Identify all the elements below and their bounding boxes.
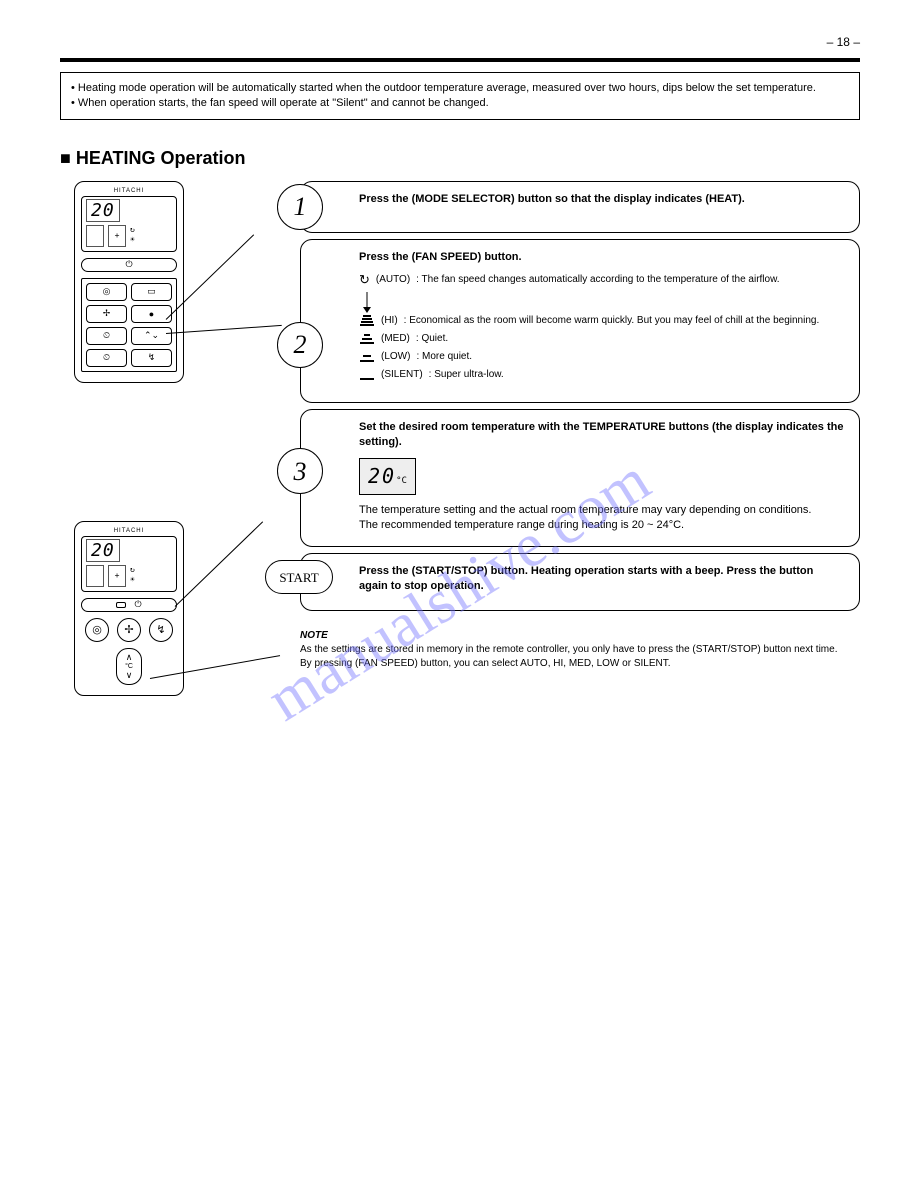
sun-icon: ☀ [130, 235, 135, 245]
step-2-box: 2 Press the (FAN SPEED) button. ↻ (AUTO)… [300, 239, 860, 403]
fan-auto-row: ↻ (AUTO) : The fan speed changes automat… [359, 271, 845, 289]
lcd-side-icons: ↻ ☀ [130, 225, 135, 247]
temperature-rocker[interactable]: ∧ °C ∨ [116, 648, 142, 685]
swing-button[interactable]: ↯ [131, 349, 172, 367]
fan-low-icon [359, 350, 375, 364]
fan-low-row: (LOW) : More quiet. [359, 350, 845, 364]
step-3-lcd-sample: 20°C [359, 458, 416, 495]
note-text: As the settings are stored in memory in … [300, 643, 860, 657]
timer-on-button[interactable]: ⏲ [86, 327, 127, 345]
sample-lcd-temp: 20 [368, 464, 396, 488]
step-start-circle: START [265, 560, 333, 594]
mode-button[interactable]: ◎ [86, 283, 127, 301]
main-diagram-area: HITACHI 20 + ↻ ☀ ⏻ ◎ ▭ ✢ ● ⏲ ⌃⌄ [60, 181, 860, 881]
lcd-temp-readout-2: 20 [86, 539, 120, 562]
fan-button[interactable]: ✢ [86, 305, 127, 323]
eco-button[interactable]: ▭ [131, 283, 172, 301]
step-1-box: 1 Press the (MODE SELECTOR) button so th… [300, 181, 860, 233]
sun-icon-2: ☀ [130, 575, 135, 585]
header-rule [60, 58, 860, 62]
lcd-indicator-plus: + [108, 225, 126, 247]
notice-line-2: • When operation starts, the fan speed w… [71, 96, 849, 111]
arrow-down-icon [361, 292, 373, 314]
step-3-p2: The recommended temperature range during… [359, 518, 845, 533]
step-1-circle: 1 [277, 184, 323, 230]
fan-low-label: (LOW) [381, 350, 410, 364]
fan-med-text: : Quiet. [416, 332, 448, 346]
step-1-title: Press the (MODE SELECTOR) button so that… [359, 192, 845, 207]
cycle-icon: ↻ [130, 225, 135, 235]
notice-box: • Heating mode operation will be automat… [60, 72, 860, 120]
temp-down-icon: ∨ [126, 670, 133, 681]
fan-silent-icon [359, 368, 375, 382]
cycle-icon-2: ↻ [130, 565, 135, 575]
lcd-side-icons-2: ↻ ☀ [130, 565, 135, 587]
fan-speed-list: ↻ (AUTO) : The fan speed changes automat… [359, 271, 845, 383]
step-3-p1: The temperature setting and the actual r… [359, 503, 845, 518]
circle-buttons-row: ◎ ✢ ↯ [81, 618, 177, 642]
remote-brand: HITACHI [81, 188, 177, 194]
fan-silent-label: (SILENT) [381, 368, 423, 382]
fan-circle-button[interactable]: ✢ [117, 618, 141, 642]
remote-illustration-closed: HITACHI 20 + ↻ ☀ ⏻ ◎ ✢ ↯ [74, 521, 184, 696]
fan-hi-row: (HI) : Economical as the room will becom… [359, 314, 845, 328]
step-3-circle: 3 [277, 448, 323, 494]
step-3-box: 3 Set the desired room temperature with … [300, 409, 860, 547]
sample-lcd-unit: °C [396, 476, 407, 486]
fan-med-row: (MED) : Quiet. [359, 332, 845, 346]
mode-circle-button[interactable]: ◎ [85, 618, 109, 642]
leader-line-3 [175, 521, 263, 606]
lcd-indicator-plusb: + [108, 565, 126, 587]
fan-med-label: (MED) [381, 332, 410, 346]
remote-lcd-2: 20 + ↻ ☀ [81, 536, 177, 592]
notice-line-1: • Heating mode operation will be automat… [71, 81, 849, 96]
fan-auto-text: : The fan speed changes automatically ac… [416, 273, 779, 287]
power-icon: ⏻ [134, 599, 141, 610]
lcd-indicator-1b [86, 565, 104, 587]
start-stop-button-2[interactable]: ⏻ [81, 598, 177, 612]
temp-up-icon: ∧ [126, 652, 133, 663]
note-head: NOTE [300, 630, 328, 641]
step-2-title: Press the (FAN SPEED) button. [359, 250, 845, 265]
ir-window-icon [116, 602, 126, 608]
fan-hi-label: (HI) [381, 314, 398, 328]
fan-hi-icon [359, 314, 375, 328]
remote-brand-2: HITACHI [81, 528, 177, 534]
note-block: NOTE As the settings are stored in memor… [300, 629, 860, 671]
step-start-box: START Press the (START/STOP) button. Hea… [300, 553, 860, 611]
fan-silent-text: : Super ultra-low. [429, 368, 504, 382]
fan-med-icon [359, 332, 375, 346]
steps-column: 1 Press the (MODE SELECTOR) button so th… [300, 181, 860, 672]
fan-silent-row: (SILENT) : Super ultra-low. [359, 368, 845, 382]
remote-illustration-open: HITACHI 20 + ↻ ☀ ⏻ ◎ ▭ ✢ ● ⏲ ⌃⌄ [74, 181, 184, 383]
page-root: – 18 – • Heating mode operation will be … [60, 40, 860, 881]
note-fan-tip: By pressing (FAN SPEED) button, you can … [300, 657, 860, 671]
temp-unit-label: °C [125, 663, 133, 670]
lcd-indicator-1 [86, 225, 104, 247]
fan-low-text: : More quiet. [416, 350, 472, 364]
section-title: ■ HEATING Operation [60, 148, 860, 169]
step-3-title: Set the desired room temperature with th… [359, 420, 845, 450]
remote-lcd: 20 + ↻ ☀ [81, 196, 177, 252]
button-grid: ◎ ▭ ✢ ● ⏲ ⌃⌄ ⏲ ↯ [81, 278, 177, 372]
auto-arrow-icon: ↻ [359, 271, 370, 289]
fan-auto-label: (AUTO) [376, 273, 410, 287]
fan-hi-text: : Economical as the room will become war… [404, 314, 820, 328]
lcd-temp-readout: 20 [86, 199, 120, 222]
swing-circle-button[interactable]: ↯ [149, 618, 173, 642]
start-stop-button[interactable]: ⏻ [81, 258, 177, 272]
updown-button[interactable]: ⌃⌄ [131, 327, 172, 345]
page-number: – 18 – [827, 35, 860, 49]
timer-off-button[interactable]: ⏲ [86, 349, 127, 367]
step-start-title: Press the (START/STOP) button. Heating o… [359, 564, 845, 594]
step-2-circle: 2 [277, 322, 323, 368]
